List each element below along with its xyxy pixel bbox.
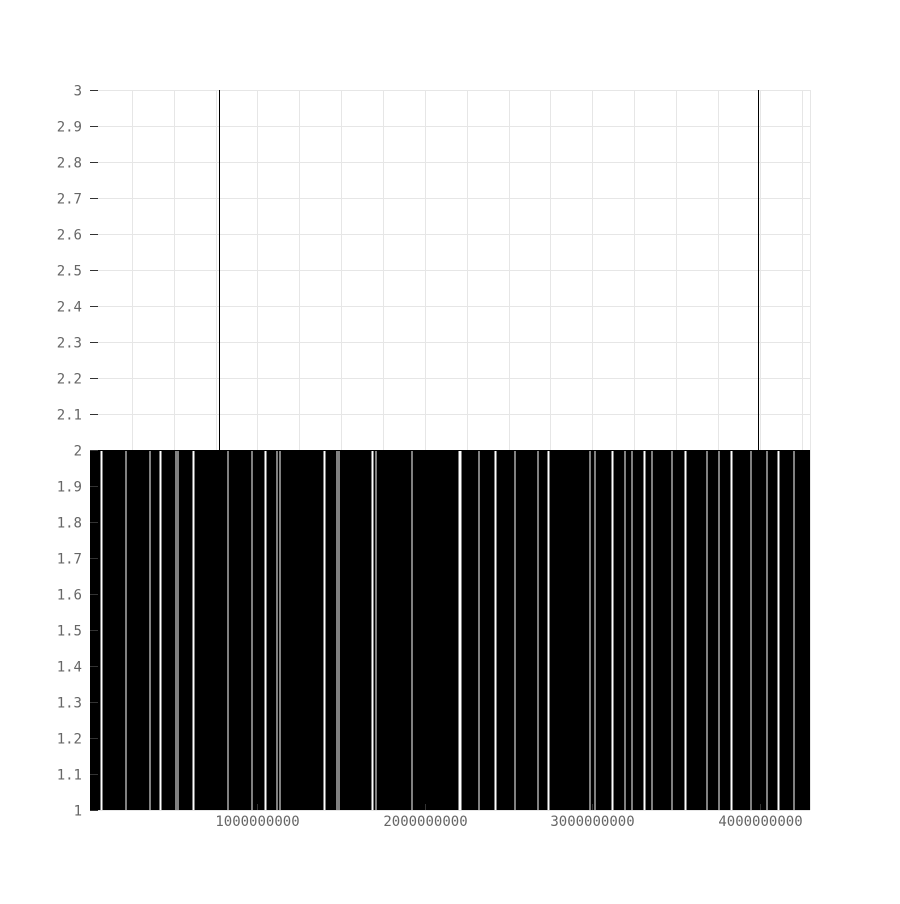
series-gap: [227, 451, 229, 810]
series-gap: [338, 451, 340, 810]
y-tick-label: 2.7: [57, 192, 82, 208]
series-gap: [276, 451, 278, 810]
y-tick-label: 1: [74, 804, 82, 820]
series-gap: [777, 451, 780, 810]
y-tick-label: 1.8: [57, 516, 82, 532]
series-gap: [375, 451, 377, 810]
series-gap: [684, 451, 687, 810]
series-gap: [279, 451, 281, 810]
series-gap: [100, 451, 103, 810]
x-axis: 1000000000 2000000000 3000000000 4000000000: [215, 804, 803, 830]
series-gap: [589, 451, 591, 810]
series-gap: [671, 451, 673, 810]
series-gap: [793, 451, 795, 810]
y-tick-label: 2.8: [57, 156, 82, 172]
series-gap: [631, 451, 633, 810]
series-gap: [624, 451, 626, 810]
series-gap: [411, 451, 413, 810]
series-gap: [651, 451, 653, 810]
y-tick-label: 2.1: [57, 408, 82, 424]
y-tick-label: 3: [74, 84, 82, 100]
series-gap: [177, 451, 179, 810]
series-gap: [251, 451, 253, 810]
series-gap: [323, 451, 326, 810]
x-tick-label: 2000000000: [383, 814, 467, 830]
y-tick-label: 2.2: [57, 372, 82, 388]
series-gap: [611, 451, 614, 810]
series-gap: [458, 451, 461, 810]
series-gap: [149, 451, 151, 810]
y-tick-label: 2: [74, 444, 82, 460]
series-gap: [478, 451, 480, 810]
series-gap: [537, 451, 539, 810]
series-line: [90, 90, 810, 810]
series-gap: [159, 451, 162, 810]
y-tick-label: 1.7: [57, 552, 82, 568]
y-tick-label: 1.5: [57, 624, 82, 640]
series-gap: [547, 451, 550, 810]
y-tick-label: 2.4: [57, 300, 82, 316]
series-band: [90, 450, 810, 810]
x-tick-label: 4000000000: [718, 814, 802, 830]
series-gap: [371, 451, 374, 810]
y-tick-label: 2.9: [57, 120, 82, 136]
y-tick-label: 1.2: [57, 732, 82, 748]
series-gap: [336, 451, 338, 810]
series-gap: [718, 451, 720, 810]
y-tick-label: 1.9: [57, 480, 82, 496]
series-gap: [643, 451, 646, 810]
y-tick-label: 2.3: [57, 336, 82, 352]
series-gap: [264, 451, 267, 810]
y-tick-label: 1.1: [57, 768, 82, 784]
series-gap: [192, 451, 195, 810]
series-gap: [730, 451, 733, 810]
series-gap: [514, 451, 516, 810]
y-tick-label: 1.6: [57, 588, 82, 604]
x-tick-label: 1000000000: [215, 814, 299, 830]
series-gap: [706, 451, 708, 810]
x-tick-label: 3000000000: [550, 814, 634, 830]
y-axis: 1 1.1 1.2 1.3 1.4 1.5 1.6 1.7 1.8 1.9 2 2.1 2.2 2.3 2.…: [57, 84, 98, 820]
series-gap: [494, 451, 497, 810]
series-gap: [125, 451, 127, 810]
series-gap: [175, 451, 177, 810]
series-gap: [766, 451, 768, 810]
series-gap: [750, 451, 752, 810]
series-gap: [594, 451, 596, 810]
y-tick-label: 1.3: [57, 696, 82, 712]
y-tick-label: 2.6: [57, 228, 82, 244]
series-gap: [460, 451, 462, 810]
y-tick-label: 1.4: [57, 660, 82, 676]
y-tick-label: 2.5: [57, 264, 82, 280]
